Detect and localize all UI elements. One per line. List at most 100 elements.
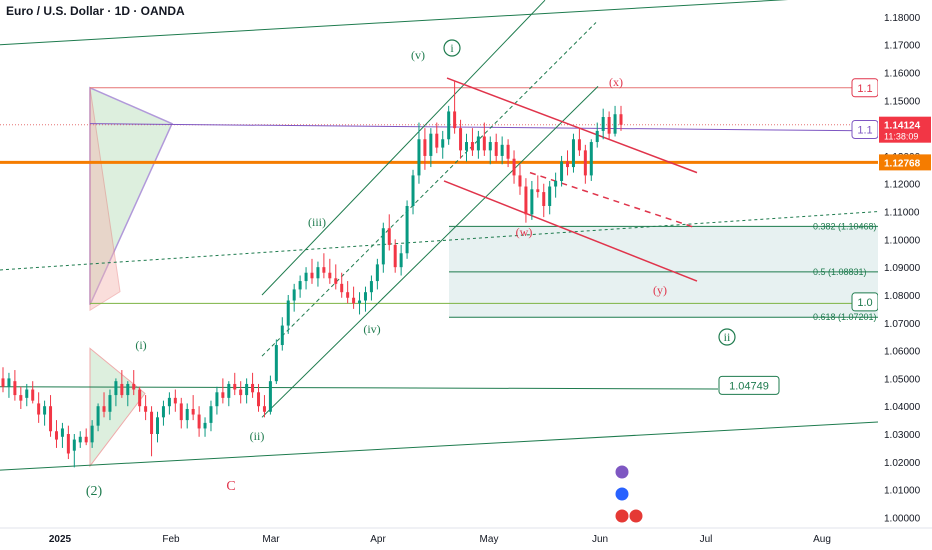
price-tick: 1.15000 — [884, 96, 921, 107]
candle-body — [78, 436, 82, 443]
fib-label: 0.5 (1.08831) — [813, 267, 867, 277]
candle-body — [470, 142, 474, 151]
candle-body — [322, 267, 326, 273]
time-axis-bg — [0, 528, 932, 550]
wave-circle — [718, 328, 736, 346]
price-tick: 1.04000 — [884, 402, 921, 413]
candle-body — [13, 381, 17, 396]
candle-body — [233, 383, 237, 390]
level-tag-red: 1.1 — [857, 83, 872, 95]
price-tick: 1.12000 — [884, 180, 921, 191]
candle-body — [161, 406, 165, 418]
level-tag-green: 1.0 — [857, 297, 872, 309]
candle-body — [560, 161, 564, 181]
price-tick: 1.16000 — [884, 69, 921, 80]
candle-body — [90, 425, 94, 443]
candle-body — [257, 392, 261, 407]
candle-body — [298, 281, 302, 290]
candle-body — [601, 117, 605, 131]
time-tick: Jul — [700, 534, 713, 545]
time-tick: Jun — [592, 534, 608, 545]
candle-body — [494, 142, 498, 156]
time-tick: Feb — [162, 534, 180, 545]
candle-body — [72, 439, 76, 451]
candle-body — [352, 297, 356, 304]
candle-body — [571, 139, 575, 168]
fib-zone-layer: 0.382 (1.10468) 0.5 (1.08831) 0.618 (1.072… — [449, 221, 878, 322]
time-tick: Apr — [370, 534, 386, 545]
candle-body — [304, 272, 308, 282]
candle-body — [435, 133, 439, 148]
price-axis-bg — [878, 0, 932, 550]
candle-body — [185, 408, 189, 421]
candle-body — [102, 406, 106, 412]
candle-body — [209, 406, 213, 423]
candle-body — [369, 281, 373, 293]
price-tick: 1.06000 — [884, 347, 921, 358]
candle-body — [619, 114, 623, 125]
candle-body — [19, 395, 23, 401]
candle-body — [453, 111, 457, 129]
candle-body — [251, 383, 255, 393]
candle-body — [203, 422, 207, 429]
candle-body — [476, 136, 480, 151]
candle-body — [423, 139, 427, 156]
candle-body — [512, 158, 516, 176]
candle-body — [191, 408, 195, 415]
candle-body — [589, 142, 593, 176]
candle-body — [530, 189, 534, 215]
price-tick: 1.05000 — [884, 374, 921, 385]
candle-body — [292, 289, 296, 301]
candle-body — [66, 434, 70, 454]
candle-body — [245, 383, 249, 396]
candle-body — [262, 406, 266, 412]
event-icon — [614, 508, 630, 524]
candle-body — [488, 142, 492, 151]
candle-body — [197, 414, 201, 429]
candle-body — [328, 272, 332, 279]
time-tick: Aug — [813, 534, 831, 545]
triangle-pattern-top — [89, 86, 173, 306]
candle-body — [49, 406, 53, 432]
candle-body — [346, 292, 350, 298]
candle-body — [518, 175, 522, 187]
candle-body — [536, 189, 540, 193]
candle-body — [114, 381, 118, 396]
candle-body — [548, 186, 552, 206]
candle-body — [375, 264, 379, 282]
candle-body — [239, 389, 243, 396]
candle-body — [506, 144, 510, 159]
candle-body — [363, 292, 367, 301]
falling-channel-bottom — [443, 180, 698, 282]
triangle-pattern-bottom — [89, 347, 146, 468]
candle-body — [132, 383, 136, 390]
candle-body — [393, 244, 397, 268]
candle-body — [25, 389, 29, 398]
price-tick: 1.10000 — [884, 235, 921, 246]
wave-label: (2) — [86, 484, 103, 499]
candle-body — [465, 142, 468, 151]
wave-label: ii — [724, 330, 731, 344]
candle-body — [37, 403, 41, 415]
candle-body — [524, 186, 528, 215]
candle-body — [554, 180, 558, 187]
price-tick: 1.17000 — [884, 41, 921, 52]
price-tick: 1.18000 — [884, 13, 921, 24]
countdown: 11:38:09 — [884, 132, 918, 142]
candle-body — [566, 161, 570, 168]
price-tick: 1.07000 — [884, 319, 921, 330]
chart-title: Euro / U.S. Dollar · 1D · OANDA — [6, 4, 185, 18]
wave-label: (iv) — [363, 322, 380, 336]
candle-body — [138, 389, 142, 407]
event-icon — [614, 464, 630, 480]
wave-label: (x) — [609, 75, 623, 89]
falling-channel-top — [446, 77, 698, 174]
wave-circle — [443, 39, 461, 57]
candle-body — [441, 139, 445, 148]
candle-body — [358, 300, 362, 304]
candle-body — [274, 345, 278, 382]
candle-body — [316, 267, 320, 279]
fib-label: 0.618 (1.07201) — [813, 312, 877, 322]
